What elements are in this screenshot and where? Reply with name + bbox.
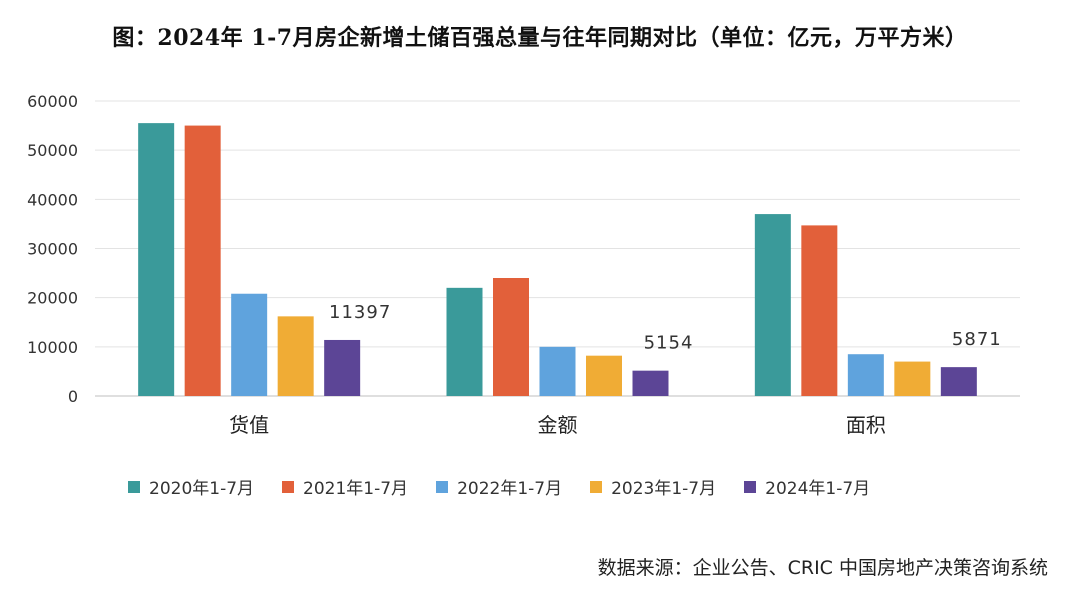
bar <box>184 125 221 396</box>
bar <box>801 225 838 396</box>
bar-chart: 0 10000 20000 30000 40000 50000 60000 货值 金额 面积 113… <box>27 92 1020 437</box>
legend-label: 2023年1-7月 <box>611 479 717 499</box>
data-label: 5871 <box>952 329 1002 350</box>
data-source-note: 数据来源：企业公告、CRIC 中国房地产决策咨询系统 <box>597 557 1048 579</box>
bar <box>277 316 314 396</box>
bar <box>632 370 669 396</box>
bar <box>231 293 268 396</box>
bar <box>847 354 884 396</box>
data-label: 5154 <box>644 333 694 354</box>
y-tick-label: 30000 <box>27 240 78 259</box>
bar <box>586 355 622 396</box>
y-tick-label: 10000 <box>27 338 78 357</box>
bar <box>754 214 791 396</box>
legend-item: 2022年1-7月 <box>436 474 562 499</box>
legend-item: 2020年1-7月 <box>128 474 254 499</box>
bar <box>539 346 576 396</box>
bar <box>940 367 977 396</box>
legend-swatch <box>128 480 140 493</box>
x-tick-label: 金额 <box>538 413 578 437</box>
legend-label: 2021年1-7月 <box>303 479 409 499</box>
legend-item: 2021年1-7月 <box>282 474 408 499</box>
y-tick-label: 20000 <box>27 289 78 308</box>
chart-legend: 2020年1-7月 2021年1-7月 2022年1-7月 2023年1-7月 2024… <box>128 474 968 499</box>
x-tick-label: 货值 <box>229 413 269 437</box>
bar <box>446 287 483 396</box>
legend-swatch <box>436 480 449 493</box>
legend-item: 2023年1-7月 <box>590 474 716 499</box>
legend-swatch <box>744 480 757 493</box>
legend-item: 2024年1-7月 <box>744 474 870 499</box>
legend-label: 2022年1-7月 <box>457 479 563 499</box>
legend-swatch <box>590 480 603 493</box>
data-label: 11397 <box>329 302 391 323</box>
legend-label: 2020年1-7月 <box>149 479 255 499</box>
y-tick-label: 50000 <box>27 141 78 160</box>
y-tick-label: 60000 <box>27 92 78 111</box>
y-tick-label: 0 <box>68 387 78 406</box>
bar <box>493 278 529 396</box>
x-tick-label: 面积 <box>846 413 886 437</box>
bar <box>324 339 361 396</box>
legend-swatch <box>282 480 295 493</box>
bar <box>138 123 175 396</box>
chart-title: 图：2024年 1-7月房企新增土储百强总量与往年同期对比（单位：亿元，万平方米… <box>112 25 968 51</box>
bar <box>894 361 931 396</box>
y-tick-label: 40000 <box>27 190 78 209</box>
legend-label: 2024年1-7月 <box>765 479 871 499</box>
